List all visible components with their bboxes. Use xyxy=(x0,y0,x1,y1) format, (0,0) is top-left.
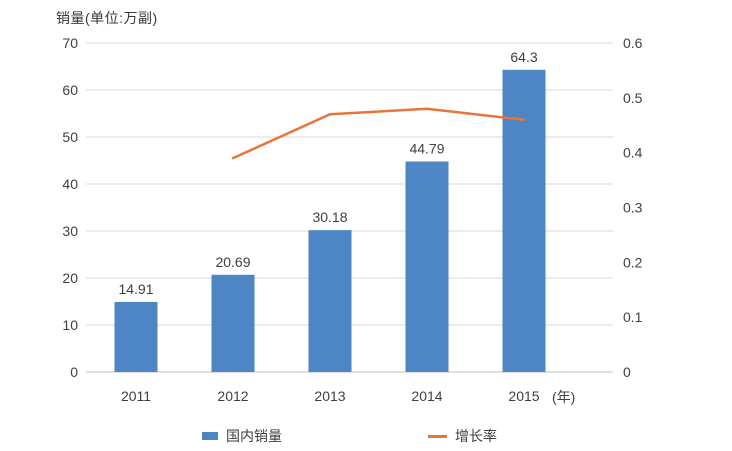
x-axis-label-2011: 2011 xyxy=(121,388,151,404)
left-axis-tick-label: 0 xyxy=(70,364,78,380)
bar-2012 xyxy=(211,274,255,372)
bar-value-label: 44.79 xyxy=(409,140,444,156)
legend-label-domestic-sales: 国内销量 xyxy=(226,428,282,444)
bar-value-label: 14.91 xyxy=(118,281,153,297)
growth-rate-line xyxy=(231,107,526,160)
right-axis-tick-label: 0.3 xyxy=(623,200,643,216)
bar-2015 xyxy=(502,69,546,372)
legend-label-growth-rate: 增长率 xyxy=(455,428,497,444)
bar-2013 xyxy=(308,230,352,372)
left-axis-tick-label: 30 xyxy=(62,223,78,239)
chart-title: 销量(单位:万副) xyxy=(56,10,158,26)
bar-value-label: 64.3 xyxy=(510,49,537,65)
right-axis-tick-label: 0.5 xyxy=(623,90,643,106)
right-axis-tick-label: 0.1 xyxy=(623,309,643,325)
x-axis-label-2014: 2014 xyxy=(411,388,442,404)
bar-value-label: 20.69 xyxy=(215,254,250,270)
bar-value-label: 30.18 xyxy=(312,209,347,225)
left-axis-tick-label: 70 xyxy=(62,35,78,51)
x-axis-unit-label: (年) xyxy=(552,389,575,405)
bar-2014 xyxy=(405,161,449,372)
left-axis-tick-label: 10 xyxy=(62,317,78,333)
left-axis-tick-label: 20 xyxy=(62,270,78,286)
left-axis-tick-label: 40 xyxy=(62,176,78,192)
legend-item-domestic-sales: 国内销量 xyxy=(202,428,282,444)
right-axis-tick-label: 0.2 xyxy=(623,254,643,270)
right-axis-tick-label: 0 xyxy=(623,364,631,380)
line-swatch-icon xyxy=(428,434,447,438)
x-axis-label-2012: 2012 xyxy=(217,388,248,404)
right-axis-tick-label: 0.6 xyxy=(623,35,643,51)
left-axis-tick-label: 60 xyxy=(62,82,78,98)
bar-2011 xyxy=(114,301,158,372)
x-axis-label-2015: 2015 xyxy=(508,388,539,404)
bar-swatch-icon xyxy=(202,432,218,440)
right-axis-tick-label: 0.4 xyxy=(623,145,643,161)
left-axis-tick-label: 50 xyxy=(62,129,78,145)
legend-item-growth-rate: 增长率 xyxy=(428,428,497,444)
x-axis-label-2013: 2013 xyxy=(314,388,345,404)
chart-legend: 国内销量 增长率 xyxy=(0,426,732,450)
